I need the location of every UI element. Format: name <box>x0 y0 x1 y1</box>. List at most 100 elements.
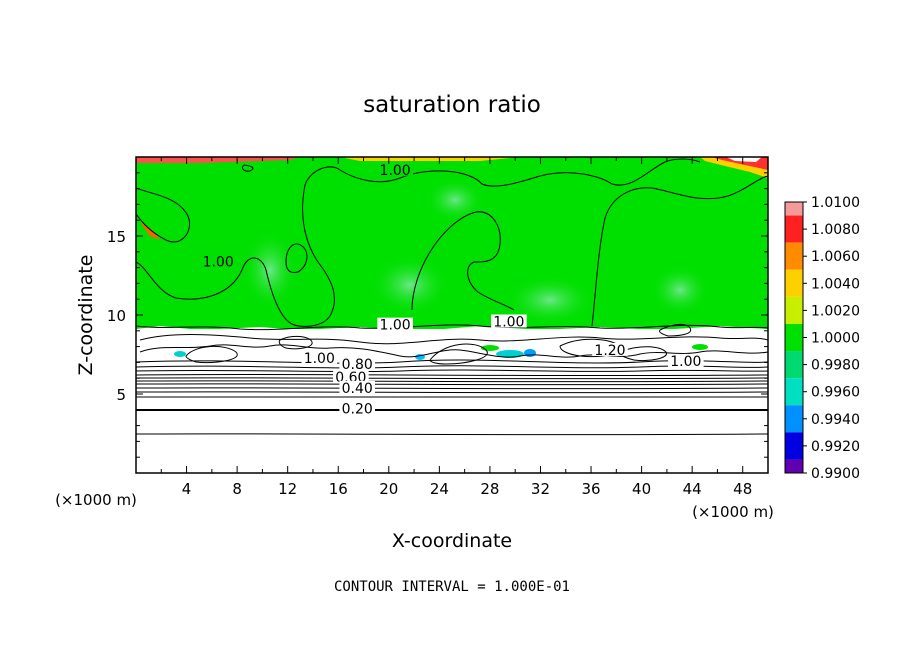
subsaturated-patch <box>692 344 708 350</box>
colorbar-label: 0.9940 <box>811 412 860 428</box>
contour-label-bg <box>339 357 375 371</box>
colorbar-label: 1.0040 <box>811 276 860 292</box>
hot-spot-left <box>140 222 160 240</box>
contour-label: 0.80 <box>342 357 373 373</box>
x-tick-label: 8 <box>232 480 242 498</box>
colorbar-label: 1.0080 <box>811 222 860 238</box>
contour-label: 0.20 <box>342 401 373 417</box>
x-unit-label-left: (×1000 m) <box>55 491 137 509</box>
contour-label: 1.00 <box>670 354 701 370</box>
contour-level <box>136 369 768 373</box>
contour-label-bg <box>377 162 413 176</box>
colorbar-label: 1.0020 <box>811 303 860 319</box>
colorbar-label: 1.0000 <box>811 331 860 347</box>
contour-cloud-edge <box>659 323 692 337</box>
contour-cloud-edge <box>139 344 768 358</box>
contour-label-bg <box>592 342 628 356</box>
colorbar-swatch <box>785 432 803 460</box>
contour-level <box>136 387 768 390</box>
y-tick-label: 15 <box>107 228 126 246</box>
x-unit-label-right: (×1000 m) <box>692 503 774 521</box>
subsaturated-patch <box>524 349 536 357</box>
contour-label: 1.00 <box>304 351 335 367</box>
x-tick-label: 36 <box>581 480 600 498</box>
contour-label: 1.20 <box>594 343 625 359</box>
contour-level <box>136 433 768 436</box>
contour-1.00 <box>591 175 768 327</box>
x-tick-label: 40 <box>632 480 651 498</box>
contour-1.00 <box>136 187 190 243</box>
colorbar-swatch <box>785 351 803 379</box>
contour-label: 0.40 <box>342 381 373 397</box>
contour-label: 1.00 <box>203 254 234 270</box>
contour-1.00 <box>285 243 308 273</box>
x-tick-label: 12 <box>278 480 297 498</box>
colorbar-swatch <box>785 242 803 270</box>
contour-label-bg <box>333 369 369 383</box>
contour-1.00 <box>136 324 768 331</box>
colorbar: 1.0100 1.0080 1.0060 1.0040 1.0020 1.0000 0.99… <box>784 195 860 482</box>
colorbar-label: 1.0100 <box>811 195 860 211</box>
colorbar-swatch <box>785 323 803 352</box>
x-tick-label: 48 <box>733 480 752 498</box>
contour-label: 1.00 <box>380 163 411 179</box>
pale-patch <box>370 255 450 315</box>
y-axis: 5 10 15 <box>107 172 768 458</box>
colorbar-swatch <box>785 405 803 433</box>
contour-1.00 <box>136 158 701 327</box>
contour-level <box>136 408 768 412</box>
subsaturated-patch <box>496 350 524 358</box>
x-tick-label: 4 <box>182 480 192 498</box>
contour-lines <box>136 158 768 365</box>
x-tick-label: 24 <box>430 480 449 498</box>
contour-level <box>136 383 768 386</box>
pale-patch <box>242 230 298 310</box>
contour-label: 1.00 <box>493 314 524 330</box>
contour-label-bg <box>339 380 375 394</box>
colorbar-swatch <box>785 269 803 297</box>
x-tick-label: 44 <box>683 480 702 498</box>
contour-level <box>136 391 768 394</box>
pale-patch <box>650 265 710 315</box>
x-tick-label: 28 <box>480 480 499 498</box>
x-tick-label: 20 <box>379 480 398 498</box>
contour-1.00 <box>241 164 254 172</box>
colorbar-label: 0.9900 <box>811 466 860 482</box>
chart-title: saturation ratio <box>363 92 541 118</box>
colorbar-swatch <box>785 215 803 243</box>
contour-level <box>136 377 768 380</box>
colorbar-label: 0.9960 <box>811 385 860 401</box>
contour-level <box>136 373 768 377</box>
pale-patch <box>505 275 595 325</box>
colorbar-swatch <box>785 459 803 473</box>
hot-spot-top <box>340 157 520 161</box>
contour-cloud-edge <box>139 334 768 345</box>
contour-label-bg <box>491 314 527 328</box>
contour-cloud-edge <box>278 335 313 350</box>
colorbar-label: 1.0060 <box>811 249 860 265</box>
contour-level <box>136 396 768 398</box>
y-axis-title: Z-coordinate <box>75 255 97 376</box>
colorbar-swatch <box>785 202 803 216</box>
contour-cloud-edge <box>619 346 667 361</box>
colorbar-label: 0.9980 <box>811 358 860 374</box>
colorbar-swatch <box>785 378 803 406</box>
pale-patch <box>425 178 485 222</box>
hot-spot-top <box>136 157 300 163</box>
x-axis: 4 8 12 16 20 24 28 32 36 40 44 48 <box>160 157 752 498</box>
dry-layer <box>136 326 768 473</box>
y-tick-label: 5 <box>116 386 126 404</box>
contour-label-bg <box>668 353 704 367</box>
x-axis-title: X-coordinate <box>392 530 512 552</box>
contour-label-bg <box>339 401 375 415</box>
contour-label-bg <box>377 317 413 331</box>
subsaturated-patch <box>174 351 186 357</box>
contour-1.00 <box>411 211 515 311</box>
colorbar-label: 0.9920 <box>811 439 860 455</box>
contour-level <box>136 380 768 383</box>
contour-labels: 1.001.001.001.001.00 1.201.000.800.600.40… <box>200 162 704 417</box>
contour-label: 1.00 <box>380 318 411 334</box>
contour-label-bg <box>301 350 338 364</box>
y-tick-label: 10 <box>107 307 126 325</box>
